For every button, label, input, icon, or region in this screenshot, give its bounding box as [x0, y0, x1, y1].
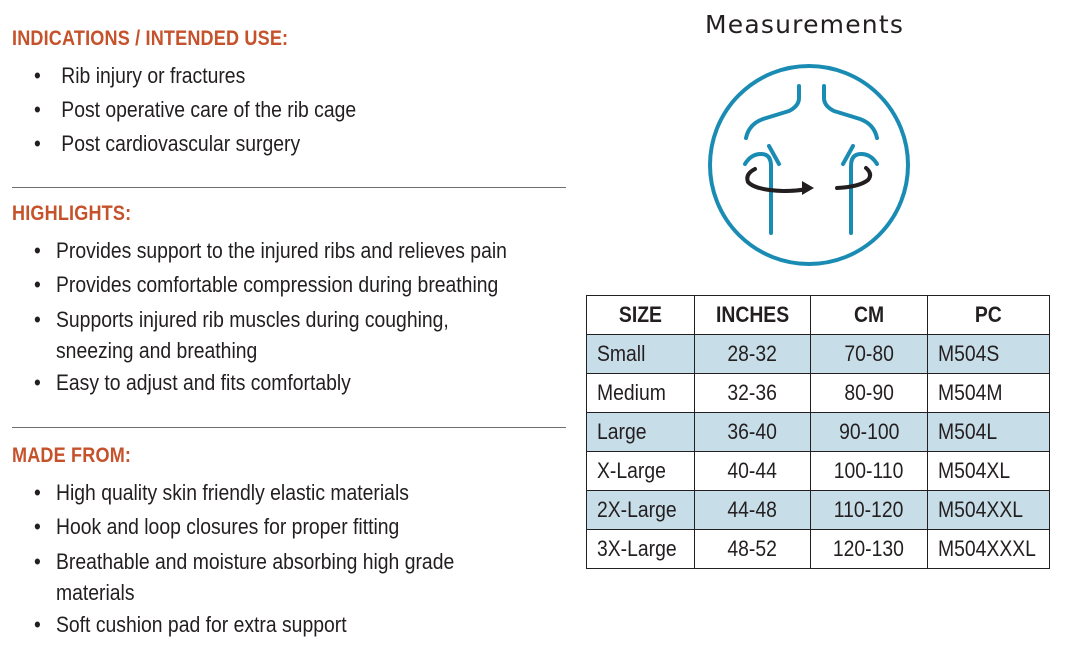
section-divider: [12, 427, 566, 428]
list-item: • Breathable and moisture absorbing high …: [12, 546, 470, 608]
bullet-icon: •: [34, 549, 41, 574]
size-cell: X-Large: [586, 451, 695, 491]
size-cell: Medium: [586, 373, 695, 413]
table-row: 3X-Large 48-52 120-130 M504XXXL: [586, 529, 1051, 569]
cm-cell: 100-110: [809, 451, 928, 491]
bullet-icon: •: [34, 63, 41, 88]
list-item: • Post operative care of the rib cage: [12, 93, 356, 127]
inches-cell: 36-40: [693, 412, 811, 452]
table-row: Medium 32-36 80-90 M504M: [586, 373, 1051, 413]
pc-cell: M504M: [926, 373, 1051, 413]
pc-cell: M504S: [926, 334, 1051, 374]
table-row: Small 28-32 70-80 M504S: [586, 334, 1051, 374]
cm-cell: 80-90: [809, 373, 928, 413]
list-item: • Provides support to the injured ribs an…: [12, 234, 507, 268]
bullet-icon: •: [34, 272, 41, 297]
size-cell: Small: [586, 334, 695, 374]
header-cm: CM: [809, 295, 928, 335]
size-cell: 2X-Large: [586, 490, 695, 530]
pc-cell: M504L: [926, 412, 1051, 452]
cm-cell: 120-130: [809, 529, 928, 569]
list-item: • Easy to adjust and fits comfortably: [12, 366, 507, 400]
header-size: SIZE: [586, 295, 695, 335]
cm-cell: 70-80: [809, 334, 928, 374]
pc-cell: M504XL: [926, 451, 1051, 491]
inches-cell: 40-44: [693, 451, 811, 491]
torso-measurement-icon: [703, 62, 915, 273]
inches-cell: 28-32: [693, 334, 811, 374]
header-inches: INCHES: [693, 295, 811, 335]
pc-cell: M504XXXL: [926, 529, 1051, 569]
inches-cell: 48-52: [693, 529, 811, 569]
list-item: • Rib injury or fractures: [12, 59, 356, 93]
bullet-icon: •: [34, 514, 41, 539]
list-item: • Post cardiovascular surgery: [12, 127, 356, 161]
pc-cell: M504XXL: [926, 490, 1051, 530]
header-pc: PC: [926, 295, 1051, 335]
size-cell: Large: [586, 412, 695, 452]
size-chart-table: SIZE INCHES CM PC Small 28-32 70-80 M504…: [586, 295, 1051, 569]
cm-cell: 110-120: [809, 490, 928, 530]
bullet-icon: •: [34, 612, 41, 637]
table-row: X-Large 40-44 100-110 M504XL: [586, 451, 1051, 491]
indications-heading: INDICATIONS / INTENDED USE:: [12, 27, 289, 50]
indications-list: • Rib injury or fractures • Post operative…: [12, 59, 403, 161]
list-item: • Supports injured rib muscles during cou…: [12, 304, 507, 366]
table-row: Large 36-40 90-100 M504L: [586, 412, 1051, 452]
bullet-icon: •: [34, 131, 41, 156]
highlights-list: • Provides support to the injured ribs an…: [12, 234, 574, 400]
section-divider: [12, 187, 566, 188]
list-item: • High quality skin friendly elastic mate…: [12, 476, 470, 510]
made-from-list: • High quality skin friendly elastic mate…: [12, 476, 532, 642]
list-item: • Hook and loop closures for proper fitti…: [12, 510, 470, 544]
list-item: • Provides comfortable compression during…: [12, 268, 507, 302]
bullet-icon: •: [34, 307, 41, 332]
table-row: 2X-Large 44-48 110-120 M504XXL: [586, 490, 1051, 530]
bullet-icon: •: [34, 480, 41, 505]
table-header-row: SIZE INCHES CM PC: [586, 295, 1051, 335]
size-cell: 3X-Large: [586, 529, 695, 569]
bullet-icon: •: [34, 238, 41, 263]
bullet-icon: •: [34, 370, 41, 395]
measurements-title: Measurements: [705, 10, 905, 39]
cm-cell: 90-100: [809, 412, 928, 452]
bullet-icon: •: [34, 97, 41, 122]
highlights-heading: HIGHLIGHTS:: [12, 202, 132, 225]
inches-cell: 32-36: [693, 373, 811, 413]
made-from-heading: MADE FROM:: [12, 444, 132, 467]
inches-cell: 44-48: [693, 490, 811, 530]
list-item: • Soft cushion pad for extra support: [12, 608, 470, 642]
